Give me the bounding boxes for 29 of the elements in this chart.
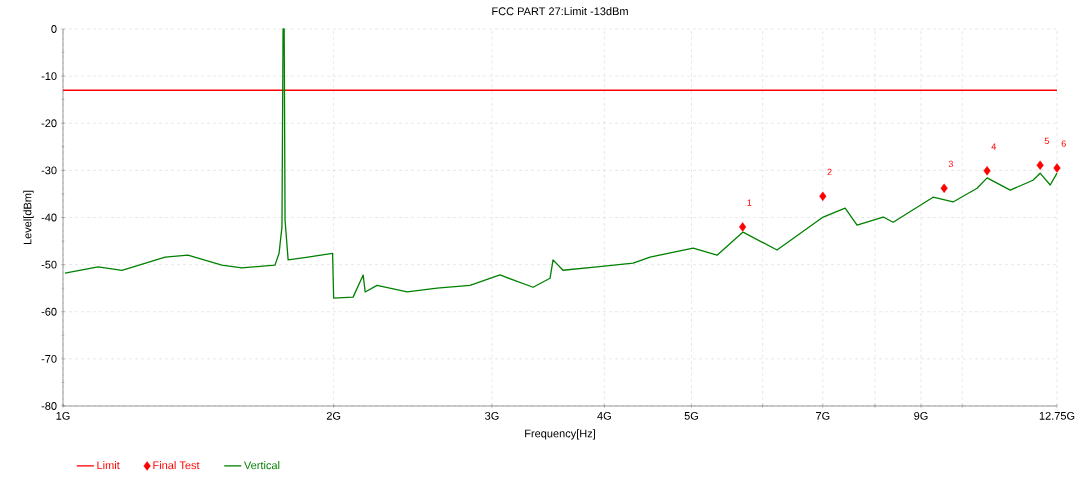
- annotation: 4: [991, 143, 997, 150]
- x-tick-label: 12.75G: [1039, 412, 1075, 420]
- annotation: 3: [948, 160, 953, 168]
- chart-title: FCC PART 27:Limit -13dBm: [492, 7, 628, 16]
- x-tick-label: 5G: [684, 412, 698, 420]
- x-tick-label: 2G: [326, 412, 341, 420]
- legend-label: Limit: [97, 461, 120, 470]
- y-tick-label: -70: [41, 354, 57, 363]
- x-tick-label: 3G: [485, 412, 499, 420]
- x-tick-label: 4G: [597, 412, 611, 420]
- x-tick-label: 9G: [914, 412, 928, 420]
- legend-label: Final Test: [153, 461, 200, 470]
- annotation: 1: [747, 199, 752, 206]
- annotation: 2: [827, 168, 832, 176]
- y-tick-label: -10: [41, 72, 57, 81]
- legend-label: Vertical: [243, 461, 280, 470]
- annotation: 5: [1044, 137, 1049, 144]
- y-axis-title: Level[dBm]: [23, 190, 34, 245]
- y-tick-label: -20: [41, 119, 57, 128]
- y-tick-label: -30: [41, 166, 57, 175]
- annotation: 6: [1061, 140, 1066, 147]
- x-tick-label: 7G: [816, 412, 830, 420]
- x-tick-label: 1G: [56, 412, 70, 420]
- y-tick-label: -60: [41, 307, 57, 316]
- y-tick-label: -40: [41, 213, 57, 222]
- x-axis-title: Frequency[Hz]: [525, 429, 595, 440]
- y-tick-label: -80: [41, 402, 57, 410]
- y-tick-label: -50: [41, 260, 57, 269]
- y-tick-label: 0: [51, 25, 57, 33]
